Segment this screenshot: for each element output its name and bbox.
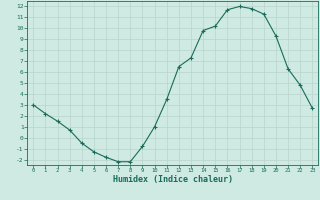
X-axis label: Humidex (Indice chaleur): Humidex (Indice chaleur) <box>113 175 233 184</box>
